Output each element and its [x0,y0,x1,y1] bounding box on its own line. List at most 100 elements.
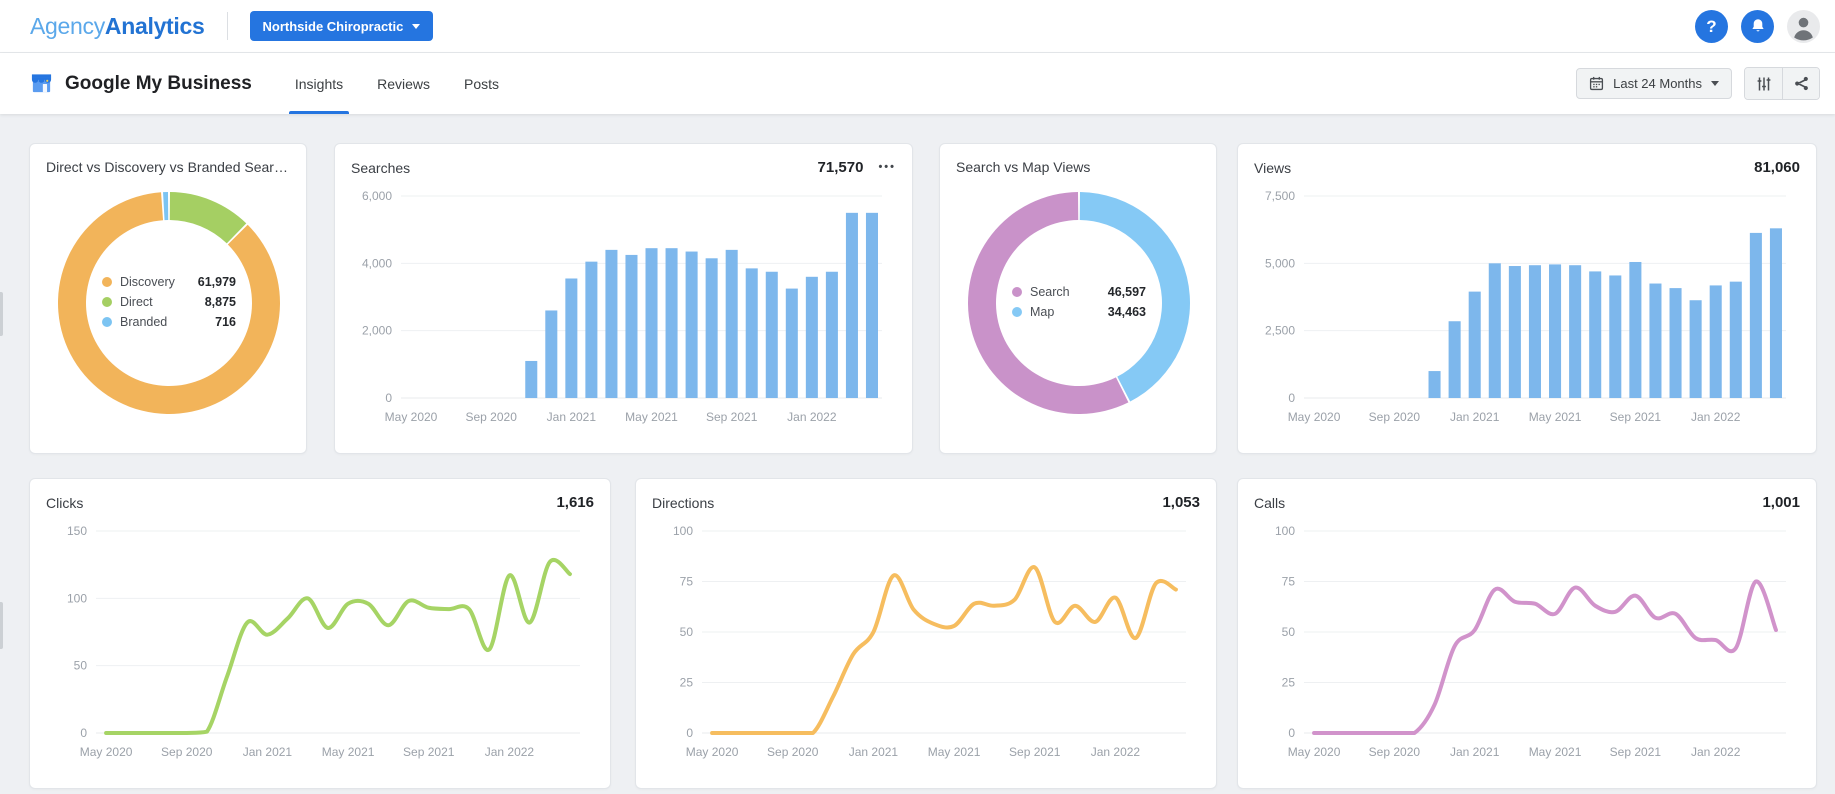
bar [865,212,878,398]
report-header: Google My Business [30,72,252,95]
search-vs-map-donut-chart: Search 46,597 Map 34,463 [956,177,1202,427]
card-direct-vs-discovery: Direct vs Discovery vs Branded Searches … [29,143,307,454]
svg-text:Sep 2020: Sep 2020 [767,745,819,759]
person-icon [1787,9,1820,43]
donut-legend: Discovery 61,979 Direct 8,875 Branded 716 [46,177,292,427]
svg-text:0: 0 [686,726,693,740]
legend-value: 8,875 [204,295,236,309]
bar [1729,281,1742,398]
account-avatar[interactable] [1787,9,1820,43]
legend-label: Discovery [120,275,175,289]
svg-text:150: 150 [67,524,87,538]
bar [725,249,738,398]
bar [645,248,658,398]
svg-text:Jan 2021: Jan 2021 [547,410,597,424]
svg-text:Jan 2021: Jan 2021 [1450,410,1500,424]
svg-text:6,000: 6,000 [362,189,392,203]
card-header: Searches 71,570 ••• [351,159,896,176]
svg-text:75: 75 [1282,575,1296,589]
logo-part-1: Agency [30,12,105,39]
svg-text:Sep 2020: Sep 2020 [1369,745,1421,759]
card-menu-ellipsis-icon[interactable]: ••• [878,161,896,173]
svg-text:Sep 2020: Sep 2020 [161,745,213,759]
svg-text:Jan 2021: Jan 2021 [849,745,899,759]
metric-total: 1,616 [556,494,594,511]
svg-text:May 2021: May 2021 [322,745,375,759]
views-bar-chart: 0 2,500 5,000 7,500 May 2020 Sep 2020 Jan 2021… [1254,180,1800,430]
column-settings-button[interactable] [1745,68,1782,99]
tab-reviews[interactable]: Reviews [377,75,431,92]
svg-text:May 2021: May 2021 [1529,745,1582,759]
calendar-icon [1590,76,1604,91]
svg-text:Jan 2022: Jan 2022 [485,745,535,759]
header-divider [226,12,228,40]
card-title: Clicks [46,494,84,511]
tab-insights[interactable]: Insights [278,53,360,114]
svg-text:2,000: 2,000 [362,324,392,338]
card-header: Clicks 1,616 [46,494,594,511]
svg-text:May 2021: May 2021 [625,410,678,424]
agencyanalytics-logo[interactable]: AgencyAnalytics [30,13,205,40]
header-icon-group: ? [1695,9,1820,43]
legend-dot [1012,287,1022,297]
date-range-picker[interactable]: Last 24 Months [1576,68,1732,99]
notifications-button[interactable] [1741,9,1774,43]
legend-dot [1012,307,1022,317]
svg-text:0: 0 [80,726,87,740]
svg-text:100: 100 [673,524,693,538]
bar [1549,264,1562,398]
bar [605,249,618,398]
directions-line-chart: 0 25 50 75 100 May 2020 Sep 2020 Jan 2021 May 20… [652,515,1200,765]
tab-posts[interactable]: Posts [464,75,500,92]
searches-bar-chart: 0 2,000 4,000 6,000 May 2020 Sep 2020 Jan 2021… [351,180,896,430]
bar [1769,228,1782,398]
page-edge-artifact [0,602,3,649]
svg-text:May 2020: May 2020 [686,745,739,759]
line-series [710,565,1178,735]
svg-text:0: 0 [1288,391,1295,405]
svg-text:Jan 2022: Jan 2022 [787,410,837,424]
campaign-selector-label: Northside Chiropractic [262,18,404,34]
donut-legend: Search 46,597 Map 34,463 [956,177,1202,427]
card-search-vs-map: Search vs Map Views Search 46,597 Map 34,46… [939,143,1217,454]
campaign-selector-button[interactable]: Northside Chiropractic [249,11,434,41]
bar [1448,321,1461,398]
legend-row-branded: Branded 716 [102,315,236,329]
svg-text:25: 25 [680,676,694,690]
legend-value: 46,597 [1107,285,1146,299]
bar [1428,371,1441,398]
bar [525,360,538,398]
svg-text:100: 100 [1275,524,1295,538]
bar [705,258,718,398]
svg-text:2,500: 2,500 [1265,324,1295,338]
bar [565,278,578,398]
svg-text:May 2021: May 2021 [928,745,981,759]
svg-text:50: 50 [74,659,88,673]
legend-row-discovery: Discovery 61,979 [102,275,236,289]
legend-value: 716 [215,315,236,329]
svg-text:Sep 2021: Sep 2021 [706,410,758,424]
legend-dot [102,297,112,307]
bar [1649,283,1662,398]
svg-text:Jan 2021: Jan 2021 [1450,745,1500,759]
calls-line-chart: 0 25 50 75 100 May 2020 Sep 2020 Jan 2021 May 20… [1254,515,1800,765]
help-button[interactable]: ? [1695,9,1728,43]
card-views: Views 81,060 0 2,500 5,000 7,500 May 2020 Sep… [1237,143,1817,454]
svg-text:May 2020: May 2020 [385,410,438,424]
bar [1669,288,1682,398]
toolbar-actions: Last 24 Months [1576,67,1820,100]
top-bar: AgencyAnalytics Northside Chiropractic ? [0,0,1835,53]
card-header: Search vs Map Views [956,159,1200,175]
chevron-down-icon [412,23,421,29]
svg-text:50: 50 [680,625,694,639]
card-header: Directions 1,053 [652,494,1200,511]
clicks-line-chart: 0 50 100 150 May 2020 Sep 2020 Jan 2021 May 202… [46,515,594,765]
page-title: Google My Business [65,72,252,94]
bar [1749,232,1762,398]
card-header: Direct vs Discovery vs Branded Searches [46,159,290,175]
donut-segment-branded [163,192,169,221]
legend-row-direct: Direct 8,875 [102,295,236,309]
share-button[interactable] [1782,68,1819,99]
svg-text:75: 75 [680,575,694,589]
svg-text:Jan 2022: Jan 2022 [1691,745,1741,759]
